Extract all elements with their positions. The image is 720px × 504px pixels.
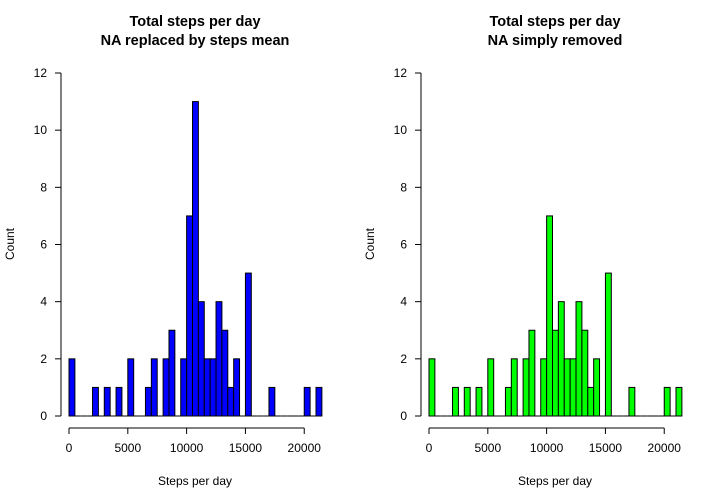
x-tick-label: 10000: [170, 441, 204, 455]
histogram-bar: [115, 386, 123, 417]
histogram-bar: [103, 386, 111, 417]
y-tick-label: 6: [400, 238, 407, 252]
histogram-bar: [663, 386, 671, 417]
histogram-bar: [162, 358, 170, 417]
chart-title-line1: Total steps per day: [129, 14, 260, 30]
x-axis-label: Steps per day: [518, 474, 592, 488]
y-tick-label: 6: [40, 238, 47, 252]
y-tick-label: 2: [40, 352, 47, 366]
y-tick-label: 8: [400, 180, 407, 194]
axes: 0 2 4 6 8 10 12 0 5000 10000 15000 20000: [34, 66, 322, 455]
y-tick-label: 12: [34, 66, 48, 80]
histogram-bar: [563, 358, 571, 417]
histogram-panel-na-replaced: Total steps per day NA replaced by steps…: [3, 14, 323, 488]
y-axis-label: Count: [3, 227, 17, 260]
histogram-bar: [168, 329, 176, 417]
histogram-bar: [581, 329, 589, 417]
histogram-bar: [475, 386, 483, 417]
histogram-bar: [127, 358, 135, 417]
x-tick-label: 20000: [648, 441, 682, 455]
histogram-bar: [180, 358, 188, 417]
histogram-bar: [68, 358, 76, 417]
histogram-bar: [203, 358, 211, 417]
y-tick-label: 2: [400, 352, 407, 366]
histogram-bar: [150, 358, 158, 417]
x-tick-label: 10000: [530, 441, 564, 455]
histogram-bar: [197, 301, 205, 417]
x-tick-label: 0: [426, 441, 433, 455]
histogram-bar: [186, 215, 194, 417]
histogram-bar: [552, 329, 559, 417]
histogram-bar: [557, 301, 565, 417]
histogram-bar: [268, 386, 276, 417]
histogram-bar: [522, 358, 530, 417]
y-tick-label: 0: [400, 409, 407, 423]
y-tick-label: 10: [394, 123, 408, 137]
histogram-bar: [221, 329, 229, 417]
x-tick-label: 0: [66, 441, 73, 455]
histogram-bar: [575, 301, 583, 417]
x-tick-label: 5000: [114, 441, 141, 455]
histogram-bar: [569, 358, 577, 417]
histogram-bar: [587, 386, 595, 417]
histogram-bar: [593, 358, 601, 417]
histogram-bar: [463, 386, 471, 417]
chart-title-line2: NA replaced by steps mean: [101, 33, 290, 49]
histogram-bar: [510, 358, 518, 417]
x-tick-label: 15000: [229, 441, 263, 455]
histogram-bar: [546, 215, 553, 417]
histogram-bar: [428, 358, 436, 417]
x-tick-label: 15000: [589, 441, 623, 455]
histogram-bar: [504, 386, 512, 417]
histogram-bar: [452, 386, 459, 417]
histogram-bar: [487, 358, 495, 417]
x-tick-label: 20000: [288, 441, 322, 455]
y-tick-label: 0: [40, 409, 47, 423]
histogram-bar: [144, 386, 152, 417]
chart-title-line1: Total steps per day: [489, 14, 620, 30]
histogram-bar: [604, 272, 612, 417]
histogram-bar: [215, 301, 223, 417]
y-tick-label: 10: [34, 123, 48, 137]
histogram-bar: [675, 386, 683, 417]
histogram-bar: [303, 386, 311, 417]
y-tick-label: 8: [40, 180, 47, 194]
y-tick-label: 4: [40, 295, 47, 309]
y-tick-label: 12: [394, 66, 408, 80]
histogram-bar: [540, 358, 548, 417]
histogram-bar: [315, 386, 323, 417]
histogram-bar: [628, 386, 636, 417]
bar-group: [68, 101, 323, 417]
histogram-bar: [528, 329, 536, 417]
histogram-bar: [244, 272, 252, 417]
bar-group: [428, 215, 683, 417]
y-tick-label: 4: [400, 295, 407, 309]
histogram-bar: [227, 386, 235, 417]
histogram-bar: [233, 358, 241, 417]
x-axis-label: Steps per day: [158, 474, 232, 488]
histogram-bar: [92, 386, 99, 417]
axes: 0 2 4 6 8 10 12 0 5000 10000 15000 20000: [394, 66, 682, 455]
histogram-panel-na-removed: Total steps per day NA simply removed St…: [363, 14, 683, 488]
histogram-bar: [209, 358, 217, 417]
chart-title-line2: NA simply removed: [488, 33, 623, 49]
histogram-bar: [192, 101, 199, 417]
x-tick-label: 5000: [474, 441, 501, 455]
y-axis-label: Count: [363, 227, 377, 260]
